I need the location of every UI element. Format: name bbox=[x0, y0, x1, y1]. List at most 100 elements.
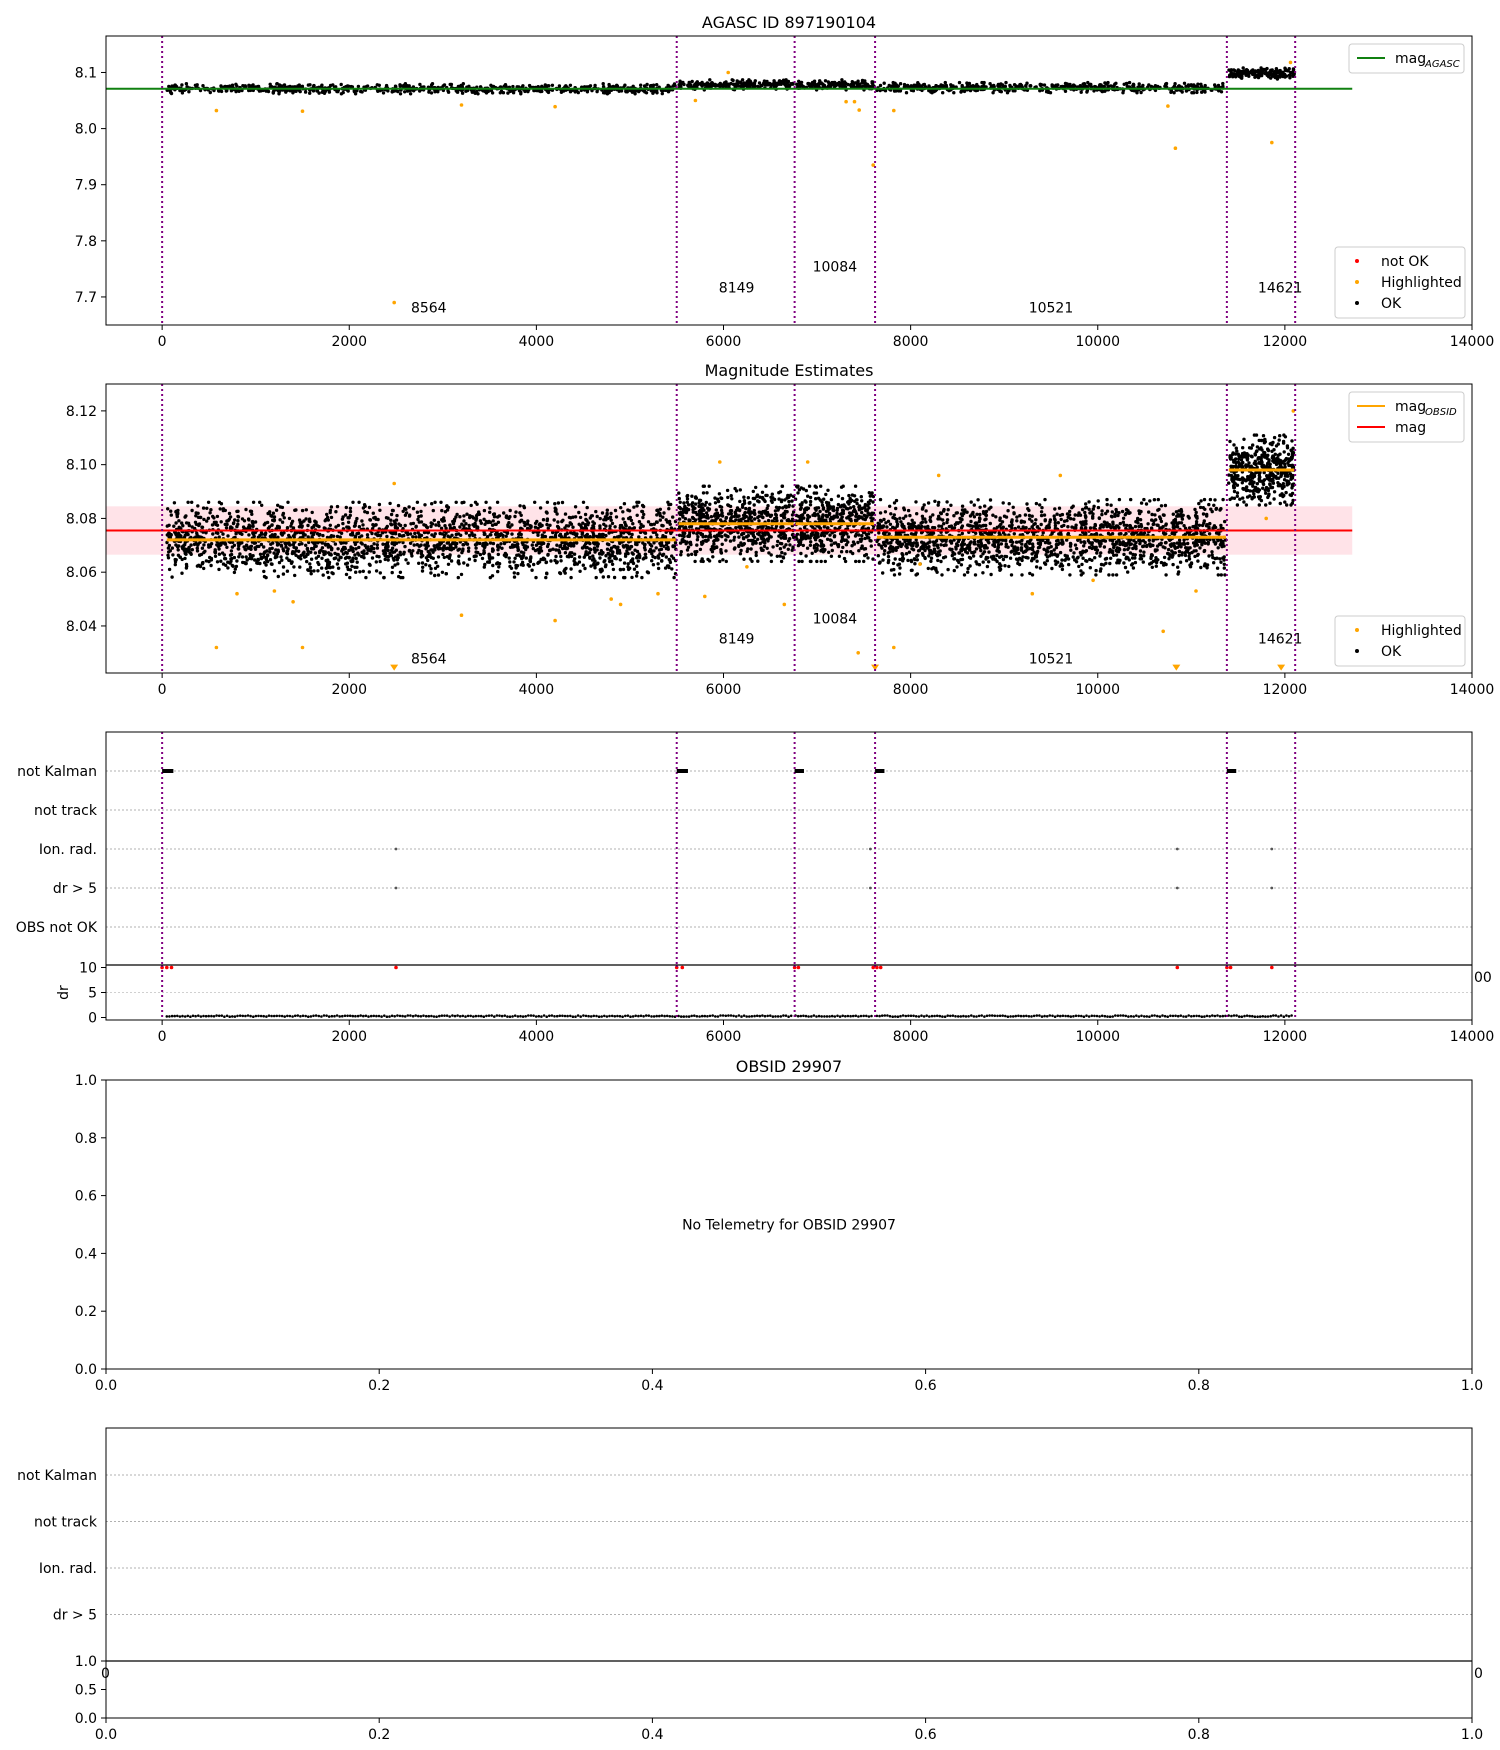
ok-point bbox=[718, 518, 723, 522]
ok-point bbox=[781, 555, 785, 559]
ok-point bbox=[776, 539, 780, 544]
ok-point bbox=[324, 543, 328, 547]
ok-point bbox=[852, 81, 856, 85]
ok-point bbox=[497, 565, 501, 569]
ok-point bbox=[369, 547, 374, 551]
ok-point bbox=[1241, 71, 1246, 75]
ok-point bbox=[165, 540, 169, 545]
ok-point bbox=[1264, 67, 1268, 72]
ok-point bbox=[740, 532, 745, 536]
ok-point bbox=[307, 517, 312, 521]
ok-point bbox=[244, 544, 249, 548]
ok-point bbox=[253, 520, 258, 524]
ok-point bbox=[327, 90, 332, 94]
ok-point bbox=[504, 534, 508, 538]
ok-point bbox=[845, 549, 849, 554]
ok-point bbox=[529, 555, 533, 559]
ok-point bbox=[1046, 89, 1050, 93]
ok-point bbox=[395, 513, 399, 518]
ok-point bbox=[800, 559, 804, 564]
ok-point bbox=[468, 514, 473, 519]
ok-point bbox=[790, 548, 794, 552]
ok-point bbox=[187, 90, 191, 94]
ok-point bbox=[457, 562, 461, 566]
ok-point bbox=[321, 533, 325, 538]
ok-point bbox=[304, 543, 308, 547]
ok-point bbox=[436, 546, 441, 550]
ok-point bbox=[572, 552, 577, 556]
ok-point bbox=[767, 551, 771, 555]
ok-point bbox=[306, 552, 310, 556]
ok-point bbox=[360, 519, 364, 523]
ok-point bbox=[339, 531, 344, 535]
ok-point bbox=[478, 541, 482, 546]
ok-point bbox=[414, 525, 418, 529]
ok-point bbox=[595, 544, 600, 548]
ok-point bbox=[1184, 84, 1188, 89]
ok-point bbox=[180, 557, 184, 562]
ok-point bbox=[783, 552, 787, 556]
ok-point bbox=[513, 514, 517, 519]
ok-point bbox=[262, 569, 266, 574]
ok-point bbox=[545, 522, 549, 527]
ok-point bbox=[233, 518, 237, 522]
ok-point bbox=[367, 570, 371, 574]
ok-point bbox=[1060, 84, 1065, 89]
ok-point bbox=[778, 554, 782, 558]
ok-point bbox=[237, 555, 241, 559]
ok-point bbox=[866, 556, 870, 560]
ok-point bbox=[480, 556, 485, 561]
ok-point bbox=[1189, 83, 1193, 87]
ok-point bbox=[206, 516, 211, 520]
ok-point bbox=[272, 518, 276, 523]
ok-point bbox=[854, 498, 859, 502]
ok-point bbox=[766, 518, 771, 523]
highlighted-point bbox=[553, 104, 557, 109]
ok-point bbox=[544, 510, 549, 514]
ok-point bbox=[584, 541, 589, 545]
ok-point bbox=[357, 553, 361, 557]
ok-point bbox=[251, 531, 255, 535]
ok-point bbox=[433, 500, 437, 504]
ok-point bbox=[762, 537, 766, 541]
ok-point bbox=[697, 504, 701, 508]
ok-point bbox=[781, 535, 785, 540]
ok-point bbox=[1186, 84, 1191, 89]
ok-point bbox=[497, 514, 502, 518]
ok-point bbox=[819, 559, 823, 564]
ok-point bbox=[247, 518, 251, 522]
ok-point bbox=[584, 550, 588, 554]
ok-point bbox=[327, 575, 331, 580]
ok-point bbox=[370, 531, 374, 536]
ok-point bbox=[354, 547, 358, 551]
ok-point bbox=[524, 556, 528, 560]
ok-point bbox=[367, 562, 372, 566]
ok-point bbox=[660, 553, 665, 558]
ok-point bbox=[820, 503, 825, 507]
ok-point bbox=[626, 562, 630, 566]
ok-point bbox=[1231, 75, 1235, 79]
ok-point bbox=[564, 524, 569, 528]
ok-point bbox=[980, 85, 984, 89]
ok-point bbox=[213, 549, 218, 554]
ok-point bbox=[315, 89, 319, 93]
ok-point bbox=[357, 545, 361, 550]
ok-point bbox=[661, 535, 665, 539]
ok-point bbox=[534, 575, 538, 580]
ok-point bbox=[864, 552, 869, 557]
ok-point bbox=[176, 548, 180, 552]
ok-point bbox=[198, 564, 203, 569]
ok-point bbox=[593, 550, 597, 554]
ok-point bbox=[402, 533, 406, 538]
ok-point bbox=[605, 547, 610, 551]
ok-point bbox=[1086, 80, 1090, 85]
ok-point bbox=[228, 561, 232, 565]
ok-point bbox=[215, 543, 219, 547]
ok-point bbox=[374, 560, 378, 564]
ok-point bbox=[1048, 91, 1053, 95]
ok-point bbox=[293, 85, 297, 89]
ok-point bbox=[668, 522, 672, 526]
ok-point bbox=[431, 550, 435, 554]
ok-point bbox=[576, 90, 580, 95]
ok-point bbox=[309, 550, 313, 554]
